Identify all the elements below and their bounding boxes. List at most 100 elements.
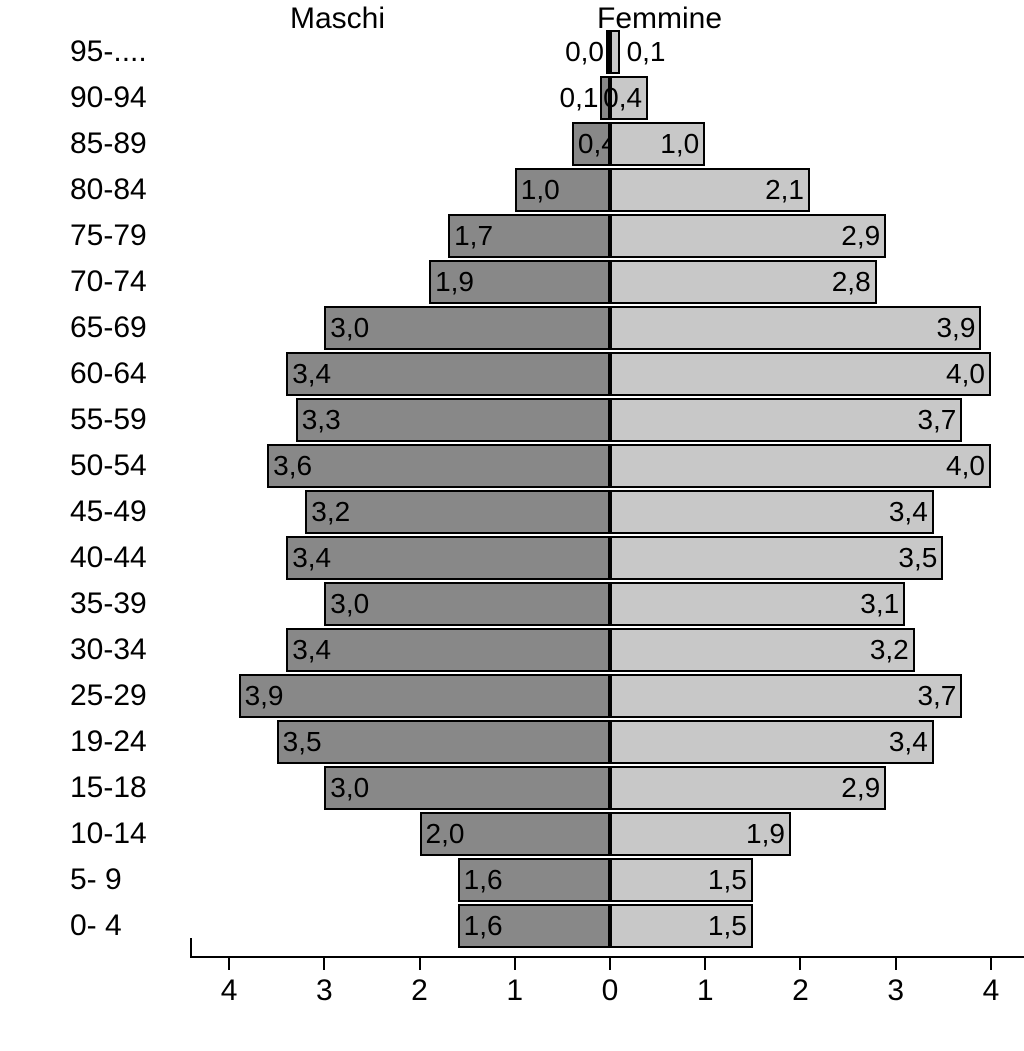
female-value: 2,9	[841, 772, 880, 804]
x-tick-label: 2	[411, 974, 428, 1008]
male-bar: 3,0	[324, 582, 610, 626]
x-axis-line	[190, 956, 1024, 958]
female-bar: 0,4	[610, 76, 648, 120]
male-value: 3,0	[330, 312, 369, 344]
male-value: 1,0	[521, 174, 560, 206]
x-tick-label: 4	[221, 974, 238, 1008]
female-value: 3,4	[889, 726, 928, 758]
age-group-label: 0- 4	[70, 909, 205, 943]
x-tick-label: 4	[983, 974, 1000, 1008]
bar-row: 1,9 2,8	[210, 260, 1010, 304]
age-group-label: 30-34	[70, 633, 205, 667]
age-group-label: 80-84	[70, 173, 205, 207]
female-bar: 3,5	[610, 536, 943, 580]
bar-row: 3,0 3,1	[210, 582, 1010, 626]
male-value: 1,6	[464, 864, 503, 896]
male-value: 3,4	[292, 542, 331, 574]
x-tick-label: 2	[792, 974, 809, 1008]
male-bar: 3,3	[296, 398, 610, 442]
female-bar: 3,7	[610, 398, 962, 442]
female-bar: 3,1	[610, 582, 905, 626]
bar-row: 3,6 4,0	[210, 444, 1010, 488]
female-value: 2,1	[765, 174, 804, 206]
female-value: 3,4	[889, 496, 928, 528]
male-bar: 1,0	[515, 168, 610, 212]
female-bar: 3,7	[610, 674, 962, 718]
bar-row: 2,0 1,9	[210, 812, 1010, 856]
female-value: 4,0	[946, 358, 985, 390]
female-bar: 1,5	[610, 904, 753, 948]
bar-row: 1,7 2,9	[210, 214, 1010, 258]
x-tick	[514, 956, 516, 970]
male-bar: 3,9	[239, 674, 610, 718]
bar-row: 3,5 3,4	[210, 720, 1010, 764]
female-value: 3,7	[917, 680, 956, 712]
male-bar: 3,0	[324, 766, 610, 810]
x-tick-label: 0	[602, 974, 619, 1008]
male-value: 1,6	[464, 910, 503, 942]
age-group-label: 55-59	[70, 403, 205, 437]
bar-row: 3,4 3,2	[210, 628, 1010, 672]
age-group-label: 90-94	[70, 81, 205, 115]
female-value: 4,0	[946, 450, 985, 482]
female-bar: 2,9	[610, 214, 886, 258]
male-value: 0,1	[554, 82, 598, 114]
age-group-label: 35-39	[70, 587, 205, 621]
male-bar: 3,2	[305, 490, 610, 534]
female-bar: 1,5	[610, 858, 753, 902]
bar-row: 3,4 3,5	[210, 536, 1010, 580]
female-bar: 3,2	[610, 628, 915, 672]
female-value: 1,5	[708, 864, 747, 896]
male-bar: 1,7	[448, 214, 610, 258]
age-group-label: 19-24	[70, 725, 205, 759]
bar-row: 1,6 1,5	[210, 904, 1010, 948]
age-group-label: 85-89	[70, 127, 205, 161]
male-bar: 1,6	[458, 858, 610, 902]
male-bar: 3,5	[277, 720, 610, 764]
female-value: 0,4	[603, 82, 642, 114]
female-bar: 1,9	[610, 812, 791, 856]
x-tick	[799, 956, 801, 970]
male-value: 3,4	[292, 358, 331, 390]
male-value: 3,9	[245, 680, 284, 712]
age-group-label: 5- 9	[70, 863, 205, 897]
bar-row: 1,6 1,5	[210, 858, 1010, 902]
female-value: 3,7	[917, 404, 956, 436]
male-bar: 2,0	[420, 812, 610, 856]
age-group-label: 25-29	[70, 679, 205, 713]
bar-row: 3,2 3,4	[210, 490, 1010, 534]
female-value: 2,9	[841, 220, 880, 252]
bar-row: 3,0 2,9	[210, 766, 1010, 810]
male-value: 1,9	[435, 266, 474, 298]
female-bar: 3,9	[610, 306, 981, 350]
bar-row: 3,0 3,9	[210, 306, 1010, 350]
male-bar: 0,4	[572, 122, 610, 166]
age-group-label: 15-18	[70, 771, 205, 805]
male-value: 3,4	[292, 634, 331, 666]
bar-row: 0,00,1	[210, 30, 1010, 74]
female-bar: 0,1	[610, 30, 620, 74]
male-bar: 3,6	[267, 444, 610, 488]
x-tick	[419, 956, 421, 970]
plot-frame-side	[190, 938, 192, 956]
female-value: 2,8	[832, 266, 871, 298]
bar-row: 3,9 3,7	[210, 674, 1010, 718]
x-tick	[990, 956, 992, 970]
x-tick	[704, 956, 706, 970]
male-value: 3,3	[302, 404, 341, 436]
female-bar: 2,8	[610, 260, 877, 304]
population-pyramid-chart: Maschi Femmine 95-....0,00,190-940,10,48…	[0, 0, 1024, 1051]
age-group-label: 45-49	[70, 495, 205, 529]
male-value: 2,0	[426, 818, 465, 850]
male-value: 3,0	[330, 772, 369, 804]
x-tick-label: 3	[316, 974, 333, 1008]
x-tick-label: 1	[697, 974, 714, 1008]
male-value: 3,0	[330, 588, 369, 620]
male-bar: 3,0	[324, 306, 610, 350]
bar-row: 0,41,0	[210, 122, 1010, 166]
male-value: 3,6	[273, 450, 312, 482]
female-value: 3,9	[936, 312, 975, 344]
female-value: 0,1	[627, 36, 666, 68]
male-bar: 1,6	[458, 904, 610, 948]
male-bar: 3,4	[286, 628, 610, 672]
